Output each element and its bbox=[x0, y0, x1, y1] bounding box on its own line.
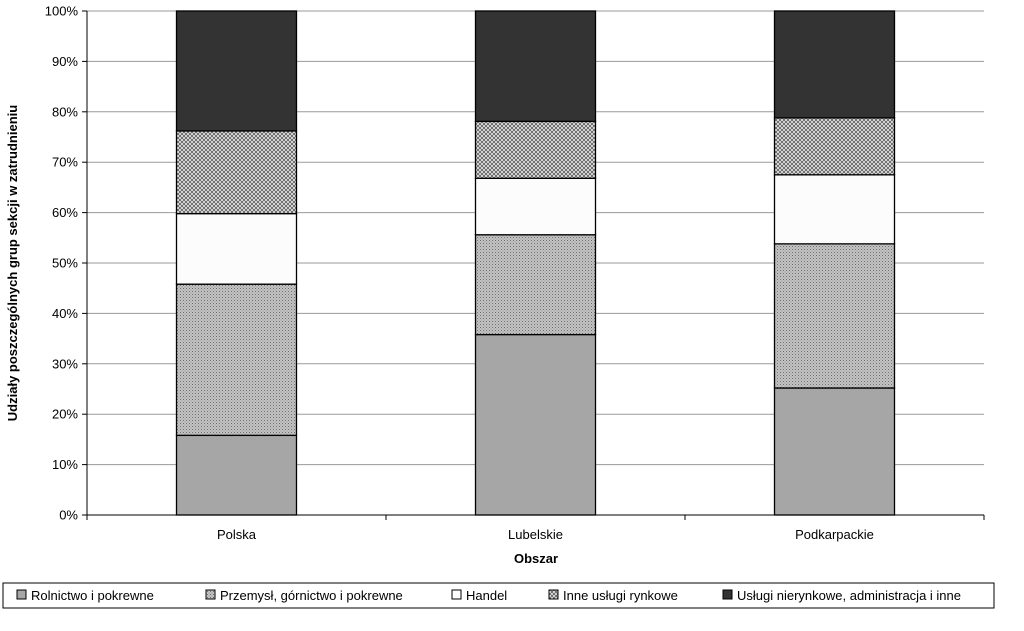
y-tick-label: 20% bbox=[52, 407, 78, 422]
legend-label: Rolnictwo i pokrewne bbox=[31, 588, 154, 603]
y-tick-label: 60% bbox=[52, 205, 78, 220]
bar-segment bbox=[773, 174, 896, 245]
x-axis-title: Obszar bbox=[514, 551, 558, 566]
y-axis-title: Udziały poszczególnych grup sekcji w zat… bbox=[5, 105, 20, 421]
bar-segment bbox=[175, 10, 298, 132]
bar-segment bbox=[474, 234, 597, 336]
y-tick-labels: 0% 10% 20% 30% 40% 50% 60% 70% 80% 90% 100% bbox=[45, 4, 79, 523]
x-tick-label: Podkarpackie bbox=[795, 527, 874, 542]
y-tick-label: 0% bbox=[59, 508, 78, 523]
bar-segment bbox=[175, 212, 298, 285]
legend-label: Usługi nierynkowe, administracja i inne bbox=[737, 588, 961, 603]
x-tick-label: Lubelskie bbox=[508, 527, 563, 542]
bar-segment bbox=[474, 120, 597, 179]
legend-swatch bbox=[548, 589, 559, 600]
legend-swatch bbox=[205, 589, 216, 600]
y-tick-label: 100% bbox=[45, 4, 79, 19]
y-tick-label: 40% bbox=[52, 306, 78, 321]
x-tick-label: Polska bbox=[217, 527, 257, 542]
legend-swatch bbox=[451, 589, 462, 600]
y-tick-label: 70% bbox=[52, 155, 78, 170]
bar-segment bbox=[773, 117, 896, 176]
legend-label: Przemysł, górnictwo i pokrewne bbox=[220, 588, 403, 603]
legend-label: Handel bbox=[466, 588, 507, 603]
bar-segment bbox=[175, 434, 298, 516]
y-tick-label: 90% bbox=[52, 54, 78, 69]
legend-label: Inne usługi rynkowe bbox=[563, 588, 678, 603]
bar-segment bbox=[175, 130, 298, 215]
y-tick-label: 30% bbox=[52, 356, 78, 371]
bar-segment bbox=[773, 387, 896, 516]
y-tick-label: 10% bbox=[52, 457, 78, 472]
legend-swatch bbox=[16, 589, 27, 600]
legend-frame bbox=[2, 582, 995, 609]
legend: Rolnictwo i pokrewne Przemysł, górnictwo … bbox=[2, 582, 995, 609]
bar-segment bbox=[474, 333, 597, 516]
y-tick-label: 80% bbox=[52, 104, 78, 119]
bar-segment bbox=[773, 243, 896, 389]
bar-segment bbox=[175, 283, 298, 437]
x-tick-labels: Polska Lubelskie Podkarpackie bbox=[217, 527, 874, 542]
bar-segment bbox=[474, 10, 597, 123]
bars bbox=[175, 10, 896, 516]
legend-swatch bbox=[722, 589, 733, 600]
bar-segment bbox=[474, 177, 597, 236]
y-tick-label: 50% bbox=[52, 256, 78, 271]
bar-segment bbox=[773, 10, 896, 119]
